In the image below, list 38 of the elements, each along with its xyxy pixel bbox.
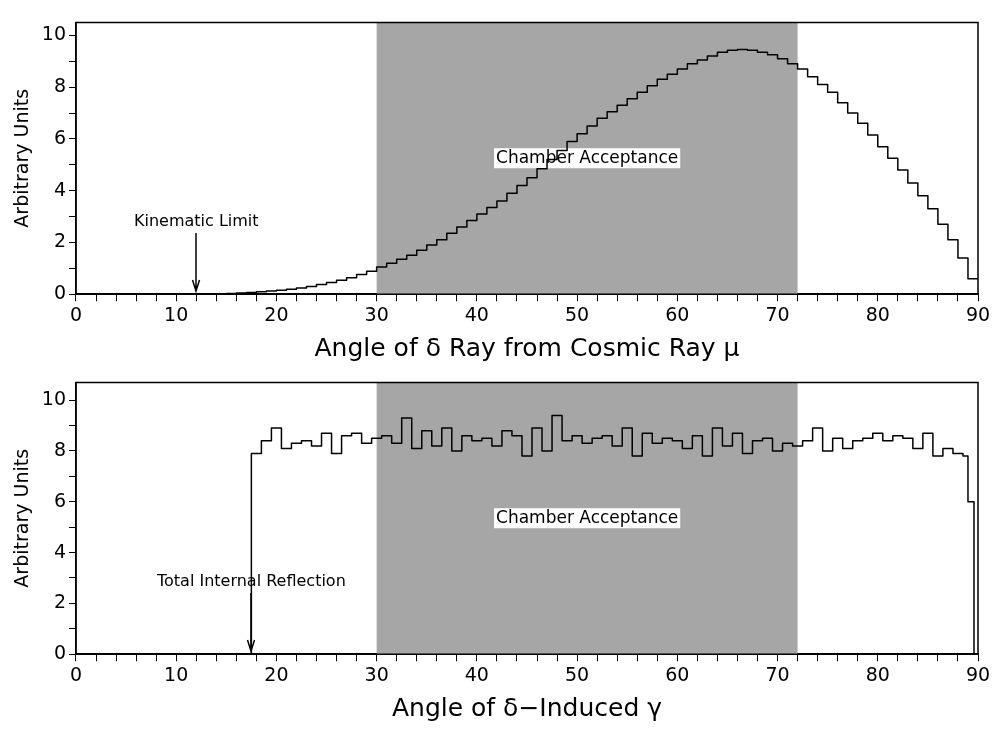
x-tick-label: 50 [565,662,590,685]
x-tick-label: 70 [765,302,790,325]
annotation: Kinematic Limit [133,211,259,231]
y-tick-label: 2 [53,590,66,613]
y-tick-label: 10 [41,387,66,410]
x-tick-label: 90 [965,302,991,325]
x-tick-label: 60 [665,662,690,685]
y-tick-label: 10 [41,22,66,45]
y-tick-label: 6 [53,125,66,148]
y-tick-label: 4 [53,177,66,200]
y-tick-label: 8 [53,437,66,460]
x-tick-label: 20 [264,662,289,685]
x-axis-title: Angle of δ Ray from Cosmic Ray μ [314,332,740,362]
x-tick-label: 90 [965,662,991,685]
x-tick-label: 70 [765,662,790,685]
x-tick-label: 50 [565,302,590,325]
x-axis-title: Angle of δ−Induced γ [391,692,663,722]
x-tick-label: 10 [164,662,189,685]
x-tick-label: 0 [69,662,83,685]
y-tick-label: 0 [53,281,66,304]
y-axis-title: Arbitrary Units [10,88,33,228]
y-tick-label: 4 [53,539,66,562]
x-tick-label: 40 [464,302,489,325]
x-tick-label: 30 [364,302,389,325]
y-tick-label: 6 [53,488,66,511]
x-tick-label: 0 [69,302,83,325]
x-tick-label: 10 [164,302,189,325]
x-tick-label: 80 [865,662,890,685]
y-axis-title: Arbitrary Units [10,448,33,588]
y-tick-label: 8 [53,74,66,97]
x-tick-label: 60 [665,302,690,325]
y-tick-label: 0 [53,641,66,664]
x-tick-label: 30 [364,662,389,685]
x-tick-label: 20 [264,302,289,325]
band-label: Chamber Acceptance [496,506,679,527]
y-tick-label: 2 [53,229,66,252]
x-tick-label: 40 [464,662,489,685]
x-tick-label: 80 [865,302,890,325]
